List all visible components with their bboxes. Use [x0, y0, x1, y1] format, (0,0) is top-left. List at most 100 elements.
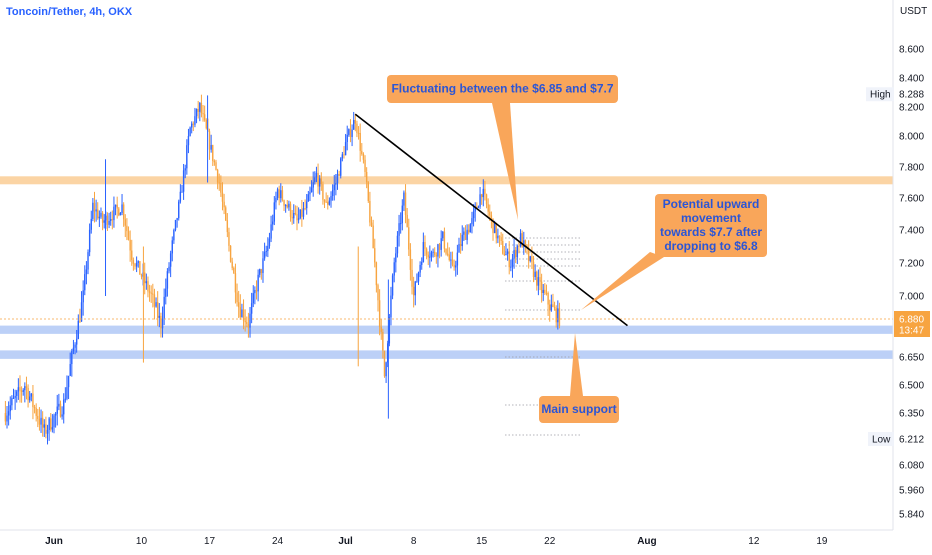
y-tick-label: 8.200: [899, 103, 924, 114]
candle-body: [95, 209, 97, 212]
candle-body: [257, 274, 259, 292]
candle-body: [325, 201, 327, 203]
candle-body: [340, 158, 342, 176]
candle-body: [24, 386, 26, 391]
candle-body: [448, 254, 450, 261]
candle-body: [351, 129, 353, 138]
candle-body: [43, 424, 45, 428]
candle-body: [343, 154, 345, 156]
candle-body: [362, 153, 365, 160]
candle-body: [422, 242, 425, 262]
candle-body: [50, 418, 52, 430]
y-tick-label: 8.400: [899, 74, 924, 85]
candle-body: [361, 150, 363, 154]
candle-body: [335, 183, 337, 185]
candle-body: [108, 220, 110, 225]
candle-body: [288, 203, 290, 208]
candle-body: [82, 290, 84, 303]
x-tick-label: 24: [272, 536, 284, 547]
candle-body: [249, 313, 251, 328]
candle-body: [171, 240, 173, 254]
trendline[interactable]: [354, 113, 628, 327]
candle-body: [163, 296, 165, 319]
candle-body: [40, 417, 42, 425]
candle-body: [229, 245, 232, 262]
candle-body: [536, 271, 538, 286]
x-tick-label: Jun: [45, 536, 63, 547]
candle-body: [216, 169, 219, 183]
candle-body: [395, 253, 397, 263]
candle-body: [84, 274, 86, 291]
candle-body: [29, 396, 31, 401]
candle-body: [417, 272, 420, 282]
candle-body: [451, 259, 454, 265]
annotation-main-support[interactable]: Main support: [539, 333, 619, 423]
candle-body: [396, 235, 399, 254]
candle-body: [56, 406, 58, 414]
candle-body: [221, 192, 224, 202]
candle-body: [197, 108, 199, 112]
candle-body: [558, 308, 561, 326]
candle-body: [242, 309, 245, 321]
candle-body: [220, 182, 222, 193]
candle-body: [284, 205, 287, 207]
callout-pointer: [492, 103, 518, 220]
candle-body: [260, 269, 263, 274]
candle-body: [540, 281, 543, 294]
candle-body: [199, 103, 201, 112]
candle-body: [225, 207, 227, 221]
candle-body: [306, 201, 308, 209]
candle-body: [482, 188, 484, 198]
candle-body: [58, 403, 60, 407]
candle-body: [54, 413, 57, 416]
candle-body: [111, 219, 114, 221]
candle-body: [523, 240, 525, 248]
candle-body: [165, 288, 167, 297]
candle-body: [37, 415, 39, 419]
candle-body: [307, 194, 310, 202]
candle-body: [74, 344, 76, 348]
candle-body: [203, 114, 206, 120]
candle-body: [383, 350, 386, 377]
candle-body: [79, 320, 81, 322]
y-tick-label: 7.400: [899, 226, 924, 237]
low-marker-bg: [868, 432, 894, 446]
candle-body: [312, 182, 314, 188]
candle-body: [472, 211, 475, 219]
x-tick-label: Jul: [338, 536, 353, 547]
axis-currency-label: USDT: [900, 6, 928, 17]
candle-body: [289, 203, 292, 217]
candle-body: [16, 391, 18, 396]
candle-body: [427, 254, 429, 258]
candle-body: [430, 252, 433, 257]
candle-body: [126, 225, 128, 232]
zone-resistance-0: [0, 176, 893, 185]
callout-box: [655, 194, 767, 257]
candle-body: [390, 295, 392, 318]
candle-body: [469, 224, 472, 233]
candle-body: [12, 397, 15, 399]
candle-body: [194, 116, 196, 125]
candle-body: [438, 244, 441, 250]
candle-body: [401, 205, 403, 224]
candle-body: [259, 269, 261, 275]
candle-body: [75, 338, 78, 345]
callout-text: Fluctuating between the $6.85 and $7.7: [391, 82, 613, 96]
candle-body: [223, 201, 225, 208]
candle-body: [314, 177, 316, 183]
candle-body: [239, 307, 241, 318]
candle-body: [365, 172, 368, 183]
candle-body: [276, 189, 279, 198]
annotation-fluctuating[interactable]: Fluctuating between the $6.85 and $7.7: [387, 75, 618, 220]
candle-body: [370, 222, 373, 226]
candle-body: [549, 304, 551, 311]
candle-body: [547, 293, 549, 305]
candle-body: [374, 248, 376, 263]
candle-body: [409, 249, 412, 270]
candle-body: [174, 219, 177, 230]
candle-body: [226, 220, 229, 233]
candle-body: [455, 265, 457, 268]
symbol-title[interactable]: Toncoin/Tether, 4h, OKX: [6, 6, 133, 18]
